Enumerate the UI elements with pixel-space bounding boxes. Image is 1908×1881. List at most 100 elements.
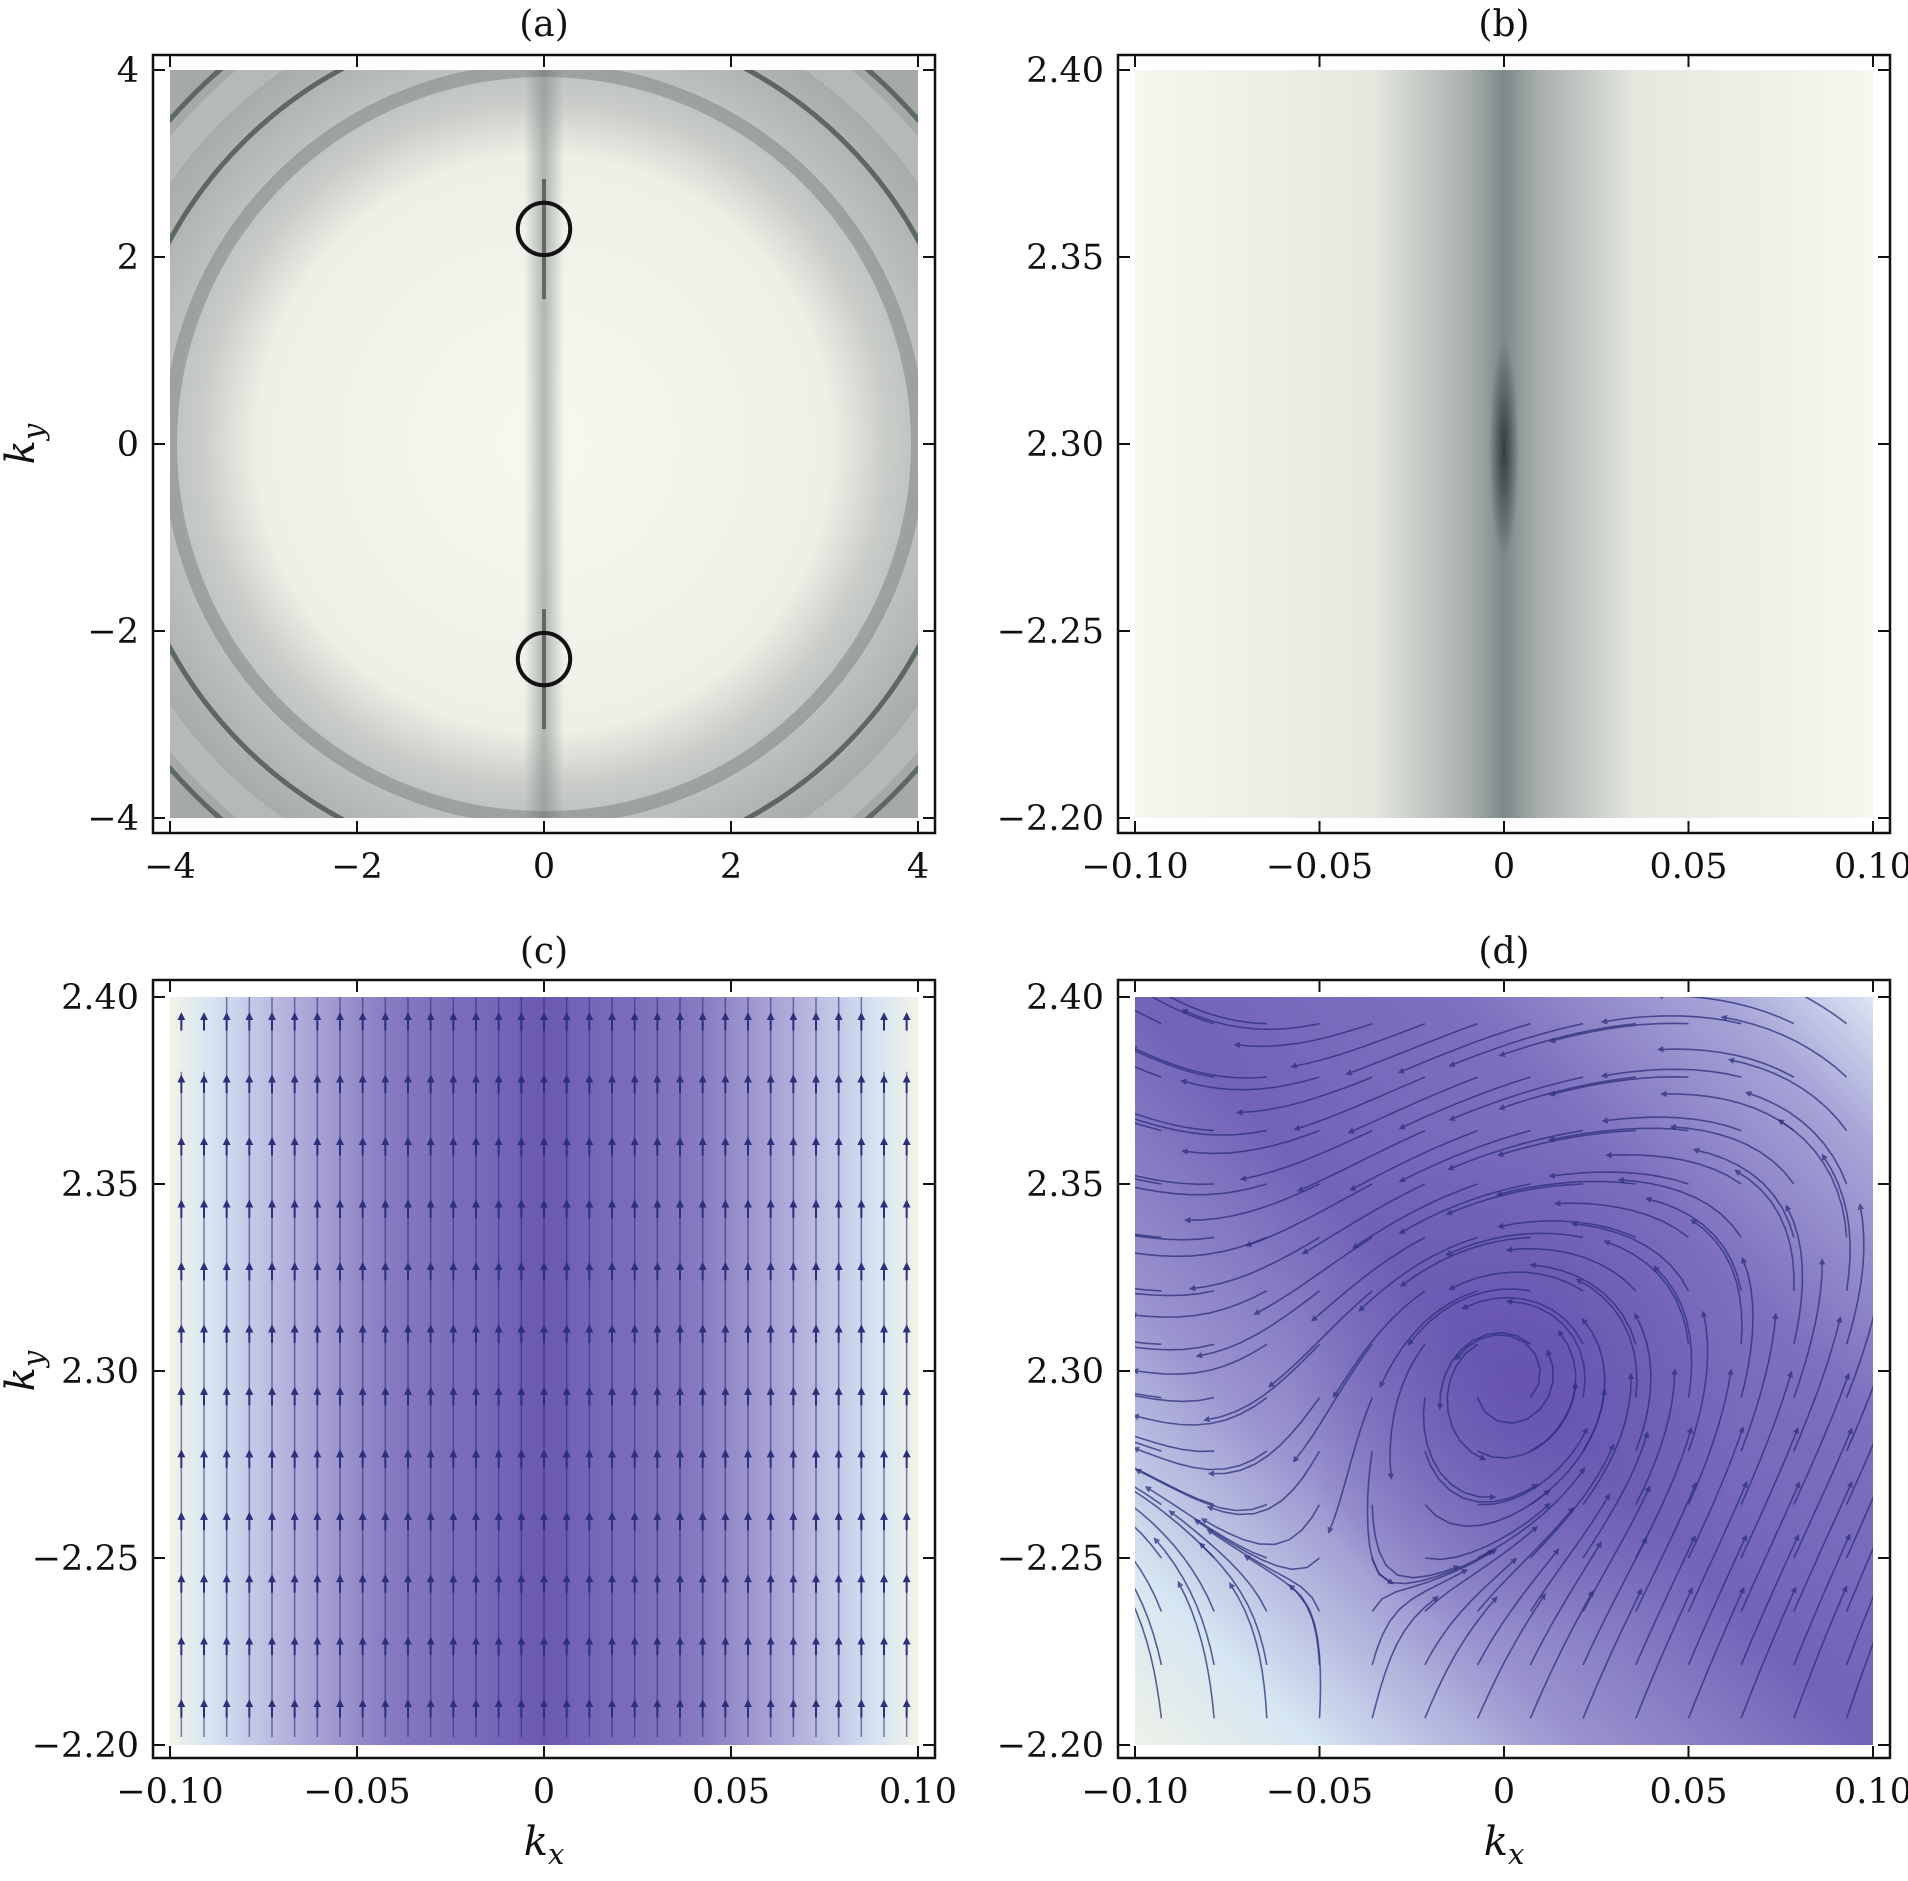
streamline: [1135, 1009, 1162, 1025]
streamline: [1345, 1022, 1478, 1076]
streamline: [1601, 1116, 1742, 1132]
streamline: [1845, 1641, 1873, 1719]
streamline: [1656, 1046, 1795, 1078]
streamline: [1397, 1022, 1531, 1074]
streamline: [1135, 1122, 1162, 1132]
streamline: [1436, 1331, 1531, 1411]
streamline: [1332, 1290, 1426, 1399]
streamline: [1476, 1592, 1546, 1719]
streamline: [1424, 1489, 1551, 1528]
streamline: [1243, 1555, 1321, 1665]
streamline: [1206, 1529, 1321, 1612]
y-tick-label: 4: [117, 51, 139, 91]
panel-d-ticks: −0.10 −0.05 0 0.05 0.10 −2.20 −2.25 2.30 2.35 2.4…: [997, 978, 1908, 1812]
streamline: [1845, 1546, 1873, 1612]
streamline: [1371, 1569, 1469, 1666]
streamline: [1605, 1151, 1742, 1185]
streamline: [1168, 1510, 1268, 1612]
streamline: [1203, 1343, 1321, 1423]
streamline: [1635, 1587, 1693, 1719]
streamline: [1635, 1481, 1697, 1612]
x-tick-label: 0.05: [692, 1772, 770, 1812]
streamline: [1135, 1236, 1268, 1258]
streamline: [1407, 1288, 1531, 1346]
streamline: [1399, 1236, 1531, 1287]
streamline: [1135, 1560, 1163, 1612]
y-tick-label: −4: [87, 799, 139, 839]
streamline: [1845, 1203, 1865, 1345]
streamline: [1422, 1397, 1497, 1501]
y-tick-label: 2.40: [61, 978, 139, 1018]
streamline: [1244, 1183, 1373, 1247]
streamline: [1135, 1118, 1267, 1136]
streamline: [1529, 1493, 1611, 1612]
streamline: [1582, 1485, 1651, 1612]
streamline: [1845, 1442, 1873, 1505]
streamline: [1793, 1316, 1843, 1452]
panel-a-ylabel: ky: [0, 423, 50, 464]
x-tick-label: 0.05: [1650, 1772, 1728, 1812]
streamline: [1476, 1548, 1560, 1666]
panel-c-ylabel: ky: [0, 1350, 50, 1391]
streamline: [1687, 1368, 1734, 1505]
streamline: [1575, 1278, 1638, 1398]
y-tick-label: 2.35: [1026, 238, 1104, 278]
streamline: [1495, 1180, 1636, 1197]
x-tick-label: 0.10: [1834, 847, 1908, 887]
streamline: [1529, 1590, 1594, 1719]
streamline: [1603, 1240, 1690, 1345]
streamline: [1476, 1506, 1575, 1612]
marker-circle: [515, 630, 573, 688]
streamline: [1310, 1236, 1426, 1322]
streamline: [1181, 1129, 1320, 1155]
streamline: [1135, 1343, 1268, 1375]
streamline: [1153, 1537, 1215, 1666]
panel-c-arrows: [177, 997, 911, 1737]
streamline: [1424, 1596, 1498, 1719]
streamline: [1327, 1397, 1373, 1534]
streamline: [1290, 1022, 1426, 1069]
streamline: [1793, 1533, 1851, 1666]
streamline: [1529, 1541, 1602, 1666]
streamline: [1821, 1153, 1851, 1292]
streamline: [1582, 1431, 1650, 1559]
streamline: [1135, 1587, 1163, 1666]
streamline: [1740, 1534, 1800, 1666]
streamline: [1207, 1397, 1321, 1477]
panel-b-heatmap: [1135, 70, 1873, 818]
streamline: [1193, 1519, 1320, 1571]
streamline: [1199, 1542, 1268, 1666]
y-tick-label: −2.20: [997, 1726, 1104, 1766]
streamline: [1177, 1580, 1215, 1719]
streamline: [1135, 1435, 1215, 1453]
streamline: [1150, 997, 1215, 1025]
panel-d-xlabel: kx: [1484, 1819, 1525, 1871]
streamline: [1448, 1076, 1584, 1121]
streamline: [1548, 1075, 1689, 1097]
streamline: [1777, 1119, 1848, 1238]
streamline: [1351, 1183, 1478, 1249]
streamline: [1233, 1022, 1373, 1049]
x-tick-label: −0.10: [1081, 847, 1188, 887]
x-tick-label: −0.05: [1266, 847, 1373, 887]
streamline: [1135, 1441, 1162, 1452]
y-tick-label: −2.25: [997, 1539, 1104, 1579]
streamline: [1496, 1129, 1636, 1157]
streamline: [1371, 1595, 1439, 1719]
streamline: [1445, 1183, 1584, 1216]
y-tick-label: 2.35: [1026, 1165, 1104, 1205]
streamline: [1181, 1008, 1320, 1031]
streamline: [1448, 1271, 1584, 1292]
panel-b-title: (b): [1478, 4, 1529, 45]
y-tick-label: 2.30: [1026, 425, 1104, 465]
marker-circle: [515, 200, 573, 258]
panel-c-title: (c): [520, 931, 568, 972]
streamline: [1692, 1147, 1795, 1238]
streamline: [1135, 1290, 1215, 1297]
streamline: [1424, 1502, 1551, 1561]
streamline: [1200, 1504, 1321, 1546]
x-tick-label: −0.10: [1081, 1772, 1188, 1812]
streamline: [1548, 1127, 1689, 1143]
streamline: [1793, 1427, 1853, 1559]
streamline: [1793, 1585, 1848, 1719]
